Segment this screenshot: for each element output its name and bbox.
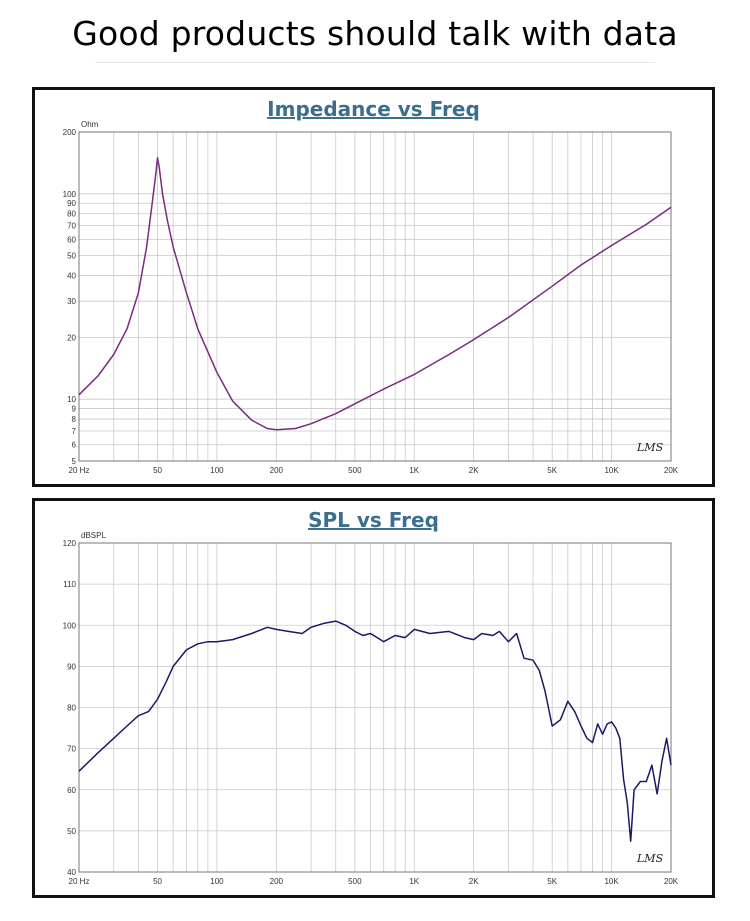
spl-y-tick-label: 120 [63, 539, 77, 548]
spl-x-tick-label: 200 [270, 877, 284, 886]
impedance-x-tick-label: 2K [469, 466, 479, 475]
impedance-x-tick-label: 20K [664, 466, 679, 475]
impedance-y-tick-label: 40 [67, 272, 76, 281]
impedance-x-tick-label: 500 [348, 466, 362, 475]
spl-x-tick-label: 5K [547, 877, 557, 886]
spl-y-axis-unit: dBSPL [81, 531, 106, 540]
spl-y-tick-label: 70 [67, 745, 76, 754]
impedance-y-tick-label: 6 [72, 441, 77, 450]
impedance-y-tick-label: 30 [67, 297, 76, 306]
spl-x-tick-label: 10K [604, 877, 619, 886]
impedance-y-tick-label: 8 [72, 415, 77, 424]
spl-y-tick-label: 40 [67, 868, 76, 877]
impedance-y-tick-label: 5 [72, 457, 77, 466]
impedance-series-line [78, 156, 672, 431]
impedance-plot-frame [78, 131, 672, 462]
impedance-y-tick-label: 100 [63, 190, 77, 199]
impedance-x-tick-label: 50 [153, 466, 162, 475]
impedance-x-tick-label: 200 [270, 466, 284, 475]
spl-y-tick-label: 90 [67, 662, 76, 671]
spl-series-line [78, 620, 672, 842]
spl-y-tick-label: 50 [67, 827, 76, 836]
spl-y-tick-label: 100 [63, 621, 77, 630]
impedance-y-tick-label: 90 [67, 199, 76, 208]
spl-grid [78, 542, 672, 873]
spl-chart-panel: SPL vs Freq 40 50 60 70 80 90 100 110 120 20 Hz 50… [32, 498, 715, 898]
impedance-x-tick-label: 5K [547, 466, 557, 475]
spl-x-tick-label: 500 [348, 877, 362, 886]
spl-plot-frame [78, 542, 672, 873]
impedance-x-tick-label: 100 [210, 466, 224, 475]
spl-x-tick-label: 1K [409, 877, 419, 886]
impedance-y-tick-label: 60 [67, 235, 76, 244]
spl-y-tick-label: 110 [63, 580, 76, 589]
impedance-y-tick-label: 70 [67, 222, 76, 231]
headline-divider [95, 62, 655, 63]
spl-y-tick-label: 60 [67, 786, 76, 795]
spl-x-tick-label: 20 Hz [69, 877, 90, 886]
impedance-chart-title: Impedance vs Freq [267, 97, 480, 121]
spl-lms-mark: LMS [636, 852, 664, 865]
impedance-x-tick-label: 20 Hz [69, 466, 90, 475]
impedance-x-tick-label: 10K [604, 466, 619, 475]
impedance-grid [78, 131, 672, 462]
impedance-y-tick-label: 80 [67, 210, 76, 219]
impedance-y-tick-label: 7 [72, 427, 77, 436]
spl-chart: 40 50 60 70 80 90 100 110 120 20 Hz 50 100 200 500 1K 2… [63, 531, 679, 886]
impedance-x-tick-label: 1K [409, 466, 419, 475]
impedance-y-axis-unit: Ohm [81, 120, 99, 129]
spl-chart-title: SPL vs Freq [308, 508, 439, 532]
spl-x-tick-label: 20K [664, 877, 679, 886]
spl-x-tick-label: 50 [153, 877, 162, 886]
impedance-y-tick-label: 50 [67, 252, 76, 261]
impedance-y-tick-label: 200 [63, 128, 77, 137]
impedance-lms-mark: LMS [636, 441, 664, 454]
page-headline: Good products should talk with data [72, 14, 678, 53]
impedance-y-tick-label: 20 [67, 333, 76, 342]
impedance-y-tick-label: 10 [67, 395, 76, 404]
spl-x-tick-label: 100 [210, 877, 224, 886]
impedance-y-tick-label: 9 [72, 405, 77, 414]
spl-y-tick-label: 80 [67, 704, 76, 713]
spl-x-tick-label: 2K [469, 877, 479, 886]
impedance-chart-panel: Impedance vs Freq 5 6 7 8 9 10 20 30 40 50 60 70 80 9… [32, 87, 715, 487]
